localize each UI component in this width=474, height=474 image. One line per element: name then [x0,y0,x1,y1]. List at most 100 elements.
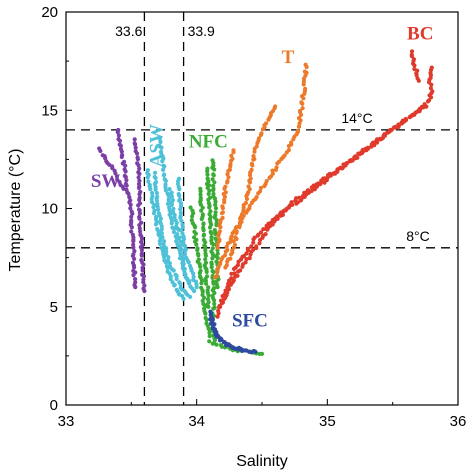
point-bc [233,274,238,279]
point-sw [118,143,123,148]
point-asw [150,190,155,196]
point-nfc [211,242,216,247]
x-tick-label: 36 [450,413,467,430]
point-t [296,124,302,129]
point-asw [186,281,191,286]
point-sw [133,145,138,150]
point-nfc [210,246,215,251]
point-bc [297,195,302,200]
point-nfc [198,264,203,269]
point-t [270,168,275,173]
point-asw [182,249,188,254]
point-sw [141,262,146,267]
point-asw [171,268,176,273]
point-nfc [199,216,204,222]
y-tick-label: 10 [41,201,58,218]
point-sw [119,154,124,160]
point-t [241,208,246,213]
point-asw [181,296,186,301]
point-nfc [200,298,205,303]
point-asw [174,273,179,279]
point-nfc [201,228,206,233]
point-nfc [203,244,208,249]
point-nfc [193,231,198,236]
point-bc [322,180,327,185]
point-asw [158,139,163,145]
point-asw [151,205,156,210]
point-asw [157,241,163,246]
point-nfc [203,311,208,316]
point-sw [133,285,138,290]
point-sw [136,175,141,180]
point-bc [240,264,245,269]
point-t [217,239,222,244]
point-sfc [214,330,219,335]
point-sw [137,178,142,183]
point-asw [186,260,191,265]
point-asw [171,206,176,211]
point-sw [136,163,141,168]
point-asw [169,202,174,207]
point-bc [257,241,262,246]
ref-label-v-0: 33.6 [115,23,142,39]
point-sw [136,203,141,208]
point-nfc [206,304,211,309]
point-asw [159,145,164,150]
point-asw [165,201,170,206]
point-t [266,117,271,122]
point-bc [379,137,384,142]
point-asw [179,228,184,233]
point-bc [244,257,249,262]
point-asw [169,194,174,199]
point-bc [360,147,365,152]
point-asw [183,272,188,277]
point-nfc [195,247,200,253]
point-nfc [198,202,203,207]
point-asw [175,232,180,237]
point-nfc [207,339,212,344]
point-bc [331,171,336,176]
point-bc [326,173,331,178]
point-nfc [207,188,212,193]
point-asw [168,277,173,282]
point-t [247,173,253,178]
x-tick-label: 33 [58,413,75,430]
point-nfc [212,301,217,306]
series-label-sw: SW [91,171,121,192]
point-asw [161,167,166,172]
point-bc [217,305,222,310]
point-sw [132,137,137,142]
point-bc [216,311,221,316]
point-nfc [199,281,204,286]
point-t [223,249,228,254]
point-asw [160,159,165,164]
point-nfc [201,222,206,227]
point-t [228,236,233,241]
point-bc [258,237,263,243]
point-nfc [213,231,218,237]
series-label-bc: BC [407,24,433,45]
point-asw [164,246,169,251]
point-sw [121,186,126,191]
point-nfc [207,205,212,210]
point-bc [236,259,241,264]
point-bc [249,244,254,249]
series-sw [97,127,147,294]
point-sw [127,195,132,200]
point-t [300,101,305,106]
point-sw [131,245,136,250]
point-sw [132,256,137,261]
point-asw [156,207,161,212]
x-tick-label: 34 [188,413,205,430]
point-bc [245,248,251,253]
point-nfc [219,344,224,349]
point-t [299,112,304,117]
point-t [225,172,230,177]
point-asw [154,198,159,203]
point-asw [163,178,168,184]
point-asw [162,164,167,169]
point-t [284,150,289,155]
point-nfc [212,167,217,172]
point-t [304,64,309,70]
